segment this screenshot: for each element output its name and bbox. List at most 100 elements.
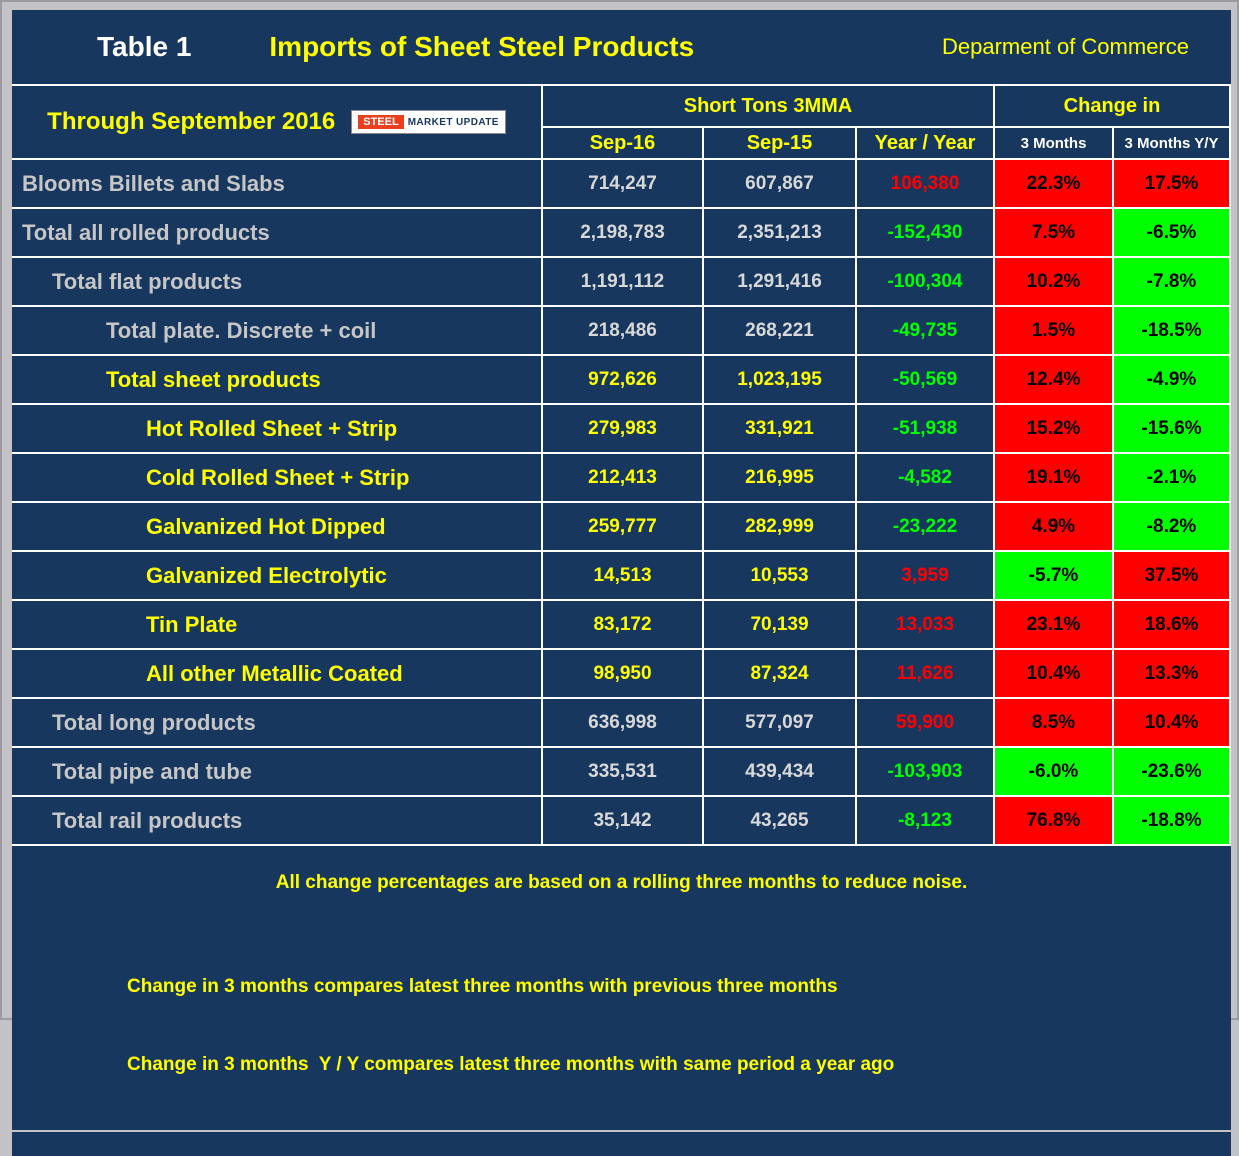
row-label: Galvanized Electrolytic [12, 552, 541, 599]
table-row: Cold Rolled Sheet + Strip 212,413 216,995 -… [12, 454, 1231, 501]
table-number-label: Table 1 [97, 31, 192, 62]
table-row: Hot Rolled Sheet + Strip 279,983 331,921 -5… [12, 405, 1231, 452]
group-header-short-tons: Short Tons 3MMA [543, 86, 993, 126]
table-row: Galvanized Hot Dipped 259,777 282,999 -23,2… [12, 503, 1231, 550]
change-3-months-value: 76.8% [995, 797, 1112, 844]
row-label: Total sheet products [12, 356, 541, 403]
column-header-year-year: Year / Year [857, 128, 993, 158]
year-year-value: -8,123 [857, 797, 993, 844]
change-3-months-yy-value: -18.5% [1114, 307, 1229, 354]
sep16-value: 335,531 [543, 748, 702, 795]
change-3-months-yy-value: 13.3% [1114, 650, 1229, 697]
table-row: Total all rolled products 2,198,783 2,351,… [12, 209, 1231, 256]
change-3-months-yy-value: -2.1% [1114, 454, 1229, 501]
change-3-months-value: 19.1% [995, 454, 1112, 501]
change-3-months-yy-value: -23.6% [1114, 748, 1229, 795]
change-3-months-value: 15.2% [995, 405, 1112, 452]
change-3-months-value: 8.5% [995, 699, 1112, 746]
sep16-value: 2,198,783 [543, 209, 702, 256]
sep16-value: 972,626 [543, 356, 702, 403]
sep15-value: 2,351,213 [704, 209, 855, 256]
year-year-value: -51,938 [857, 405, 993, 452]
sep16-value: 279,983 [543, 405, 702, 452]
sep16-value: 83,172 [543, 601, 702, 648]
table-row: Total plate. Discrete + coil 218,486 268,2… [12, 307, 1231, 354]
table-row: Total flat products 1,191,112 1,291,416 -10… [12, 258, 1231, 305]
sep16-value: 212,413 [543, 454, 702, 501]
change-3-months-value: 10.4% [995, 650, 1112, 697]
change-3-months-value: 7.5% [995, 209, 1112, 256]
bottom-bar [12, 1132, 1231, 1156]
sep16-value: 636,998 [543, 699, 702, 746]
sep16-value: 98,950 [543, 650, 702, 697]
sep15-value: 87,324 [704, 650, 855, 697]
change-3-months-value: 12.4% [995, 356, 1112, 403]
sep15-value: 1,023,195 [704, 356, 855, 403]
sep15-value: 439,434 [704, 748, 855, 795]
change-3-months-yy-value: -8.2% [1114, 503, 1229, 550]
sep15-value: 216,995 [704, 454, 855, 501]
column-header-3-months: 3 Months [995, 128, 1112, 158]
row-label: Total long products [12, 699, 541, 746]
steel-market-update-logo: STEEL MARKET UPDATE [351, 110, 506, 134]
table-row: Total sheet products 972,626 1,023,195 -50,… [12, 356, 1231, 403]
table-row: Total rail products 35,142 43,265 -8,123 76.… [12, 797, 1231, 844]
change-3-months-value: -6.0% [995, 748, 1112, 795]
group-header-change-in: Change in [995, 86, 1229, 126]
year-year-value: -103,903 [857, 748, 993, 795]
table-body: Blooms Billets and Slabs 714,247 607,867 10… [12, 160, 1231, 844]
year-year-value: -50,569 [857, 356, 993, 403]
title-bar: Table 1 Imports of Sheet Steel Products … [12, 10, 1231, 84]
period-label: Through September 2016 [47, 108, 336, 135]
period-cell: Through September 2016 STEEL MARKET UPDA… [12, 86, 541, 158]
sep15-value: 70,139 [704, 601, 855, 648]
sep16-value: 14,513 [543, 552, 702, 599]
change-3-months-yy-value: -18.8% [1114, 797, 1229, 844]
page-title: Imports of Sheet Steel Products [269, 31, 695, 62]
sep15-value: 268,221 [704, 307, 855, 354]
change-3-months-value: -5.7% [995, 552, 1112, 599]
row-label: Hot Rolled Sheet + Strip [12, 405, 541, 452]
smu-logo-steel-text: STEEL [358, 115, 404, 129]
smu-logo-market-update-text: MARKET UPDATE [407, 116, 499, 128]
row-label: Galvanized Hot Dipped [12, 503, 541, 550]
change-3-months-yy-value: -6.5% [1114, 209, 1229, 256]
sep16-value: 35,142 [543, 797, 702, 844]
change-3-months-value: 10.2% [995, 258, 1112, 305]
footnote-line-1: All change percentages are based on a ro… [275, 872, 968, 893]
row-label: Tin Plate [12, 601, 541, 648]
change-3-months-value: 1.5% [995, 307, 1112, 354]
table-row: Tin Plate 83,172 70,139 13,033 23.1% 18.6% [12, 601, 1231, 648]
year-year-value: -100,304 [857, 258, 993, 305]
imports-table: Table 1 Imports of Sheet Steel Products … [12, 10, 1231, 1156]
sep15-value: 1,291,416 [704, 258, 855, 305]
change-3-months-yy-value: -15.6% [1114, 405, 1229, 452]
year-year-value: -49,735 [857, 307, 993, 354]
change-3-months-yy-value: -7.8% [1114, 258, 1229, 305]
table-row: Total pipe and tube 335,531 439,434 -103,90… [12, 748, 1231, 795]
column-header-sep16: Sep-16 [543, 128, 702, 158]
row-label: Cold Rolled Sheet + Strip [12, 454, 541, 501]
change-3-months-value: 4.9% [995, 503, 1112, 550]
row-label: Total all rolled products [12, 209, 541, 256]
sep15-value: 607,867 [704, 160, 855, 207]
column-header-block: Through September 2016 STEEL MARKET UPDA… [12, 86, 1231, 158]
footnotes: All change percentages are based on a ro… [12, 846, 1231, 1130]
sep16-value: 259,777 [543, 503, 702, 550]
sep16-value: 714,247 [543, 160, 702, 207]
column-header-sep15: Sep-15 [704, 128, 855, 158]
change-3-months-yy-value: 37.5% [1114, 552, 1229, 599]
year-year-value: -23,222 [857, 503, 993, 550]
year-year-value: 11,626 [857, 650, 993, 697]
table-row: Total long products 636,998 577,097 59,900 8… [12, 699, 1231, 746]
row-label: Total plate. Discrete + coil [12, 307, 541, 354]
row-label: All other Metallic Coated [12, 650, 541, 697]
sep15-value: 577,097 [704, 699, 855, 746]
sep15-value: 43,265 [704, 797, 855, 844]
sep16-value: 1,191,112 [543, 258, 702, 305]
sep15-value: 10,553 [704, 552, 855, 599]
sep16-value: 218,486 [543, 307, 702, 354]
change-3-months-value: 22.3% [995, 160, 1112, 207]
footnote-line-2: Change in 3 months compares latest three… [127, 976, 838, 997]
